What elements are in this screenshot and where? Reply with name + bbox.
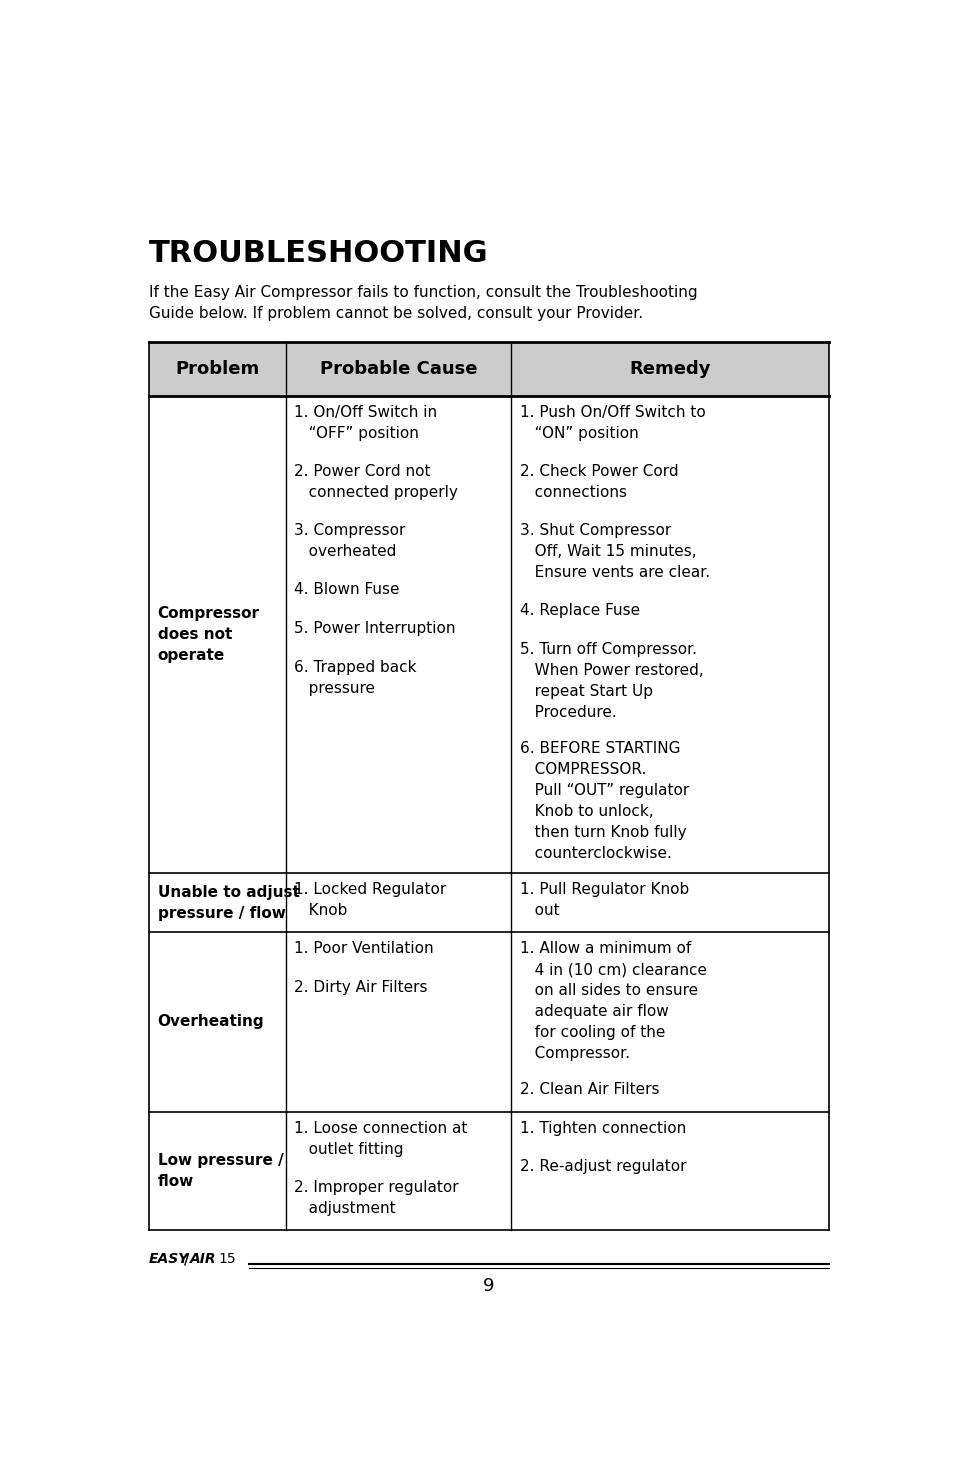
Text: Remedy: Remedy (629, 360, 710, 378)
Text: 4. Replace Fuse: 4. Replace Fuse (519, 603, 639, 618)
Text: Probable Cause: Probable Cause (319, 360, 476, 378)
Text: Low pressure /
flow: Low pressure / flow (157, 1153, 283, 1189)
Text: Compressor
does not
operate: Compressor does not operate (157, 606, 259, 664)
Text: 2. Check Power Cord
   connections: 2. Check Power Cord connections (519, 465, 678, 500)
Text: 1. Poor Ventilation: 1. Poor Ventilation (294, 941, 434, 956)
Text: /: / (184, 1252, 190, 1266)
Text: 1. Tighten connection: 1. Tighten connection (519, 1121, 685, 1136)
Text: 4. Blown Fuse: 4. Blown Fuse (294, 583, 399, 597)
Text: Overheating: Overheating (157, 1015, 264, 1030)
Text: 5. Power Interruption: 5. Power Interruption (294, 621, 456, 636)
Text: 1. On/Off Switch in
   “OFF” position: 1. On/Off Switch in “OFF” position (294, 406, 437, 441)
Text: AIR: AIR (190, 1252, 216, 1266)
Text: 1. Allow a minimum of
   4 in (10 cm) clearance
   on all sides to ensure
   ade: 1. Allow a minimum of 4 in (10 cm) clear… (519, 941, 706, 1062)
Text: 1. Loose connection at
   outlet fitting: 1. Loose connection at outlet fitting (294, 1121, 467, 1156)
Text: 3. Shut Compressor
   Off, Wait 15 minutes,
   Ensure vents are clear.: 3. Shut Compressor Off, Wait 15 minutes,… (519, 524, 709, 580)
Text: TROUBLESHOOTING: TROUBLESHOOTING (149, 239, 488, 268)
Text: 1. Pull Regulator Knob
   out: 1. Pull Regulator Knob out (519, 882, 688, 919)
Text: 2. Re-adjust regulator: 2. Re-adjust regulator (519, 1159, 686, 1174)
Text: 2. Improper regulator
   adjustment: 2. Improper regulator adjustment (294, 1180, 458, 1215)
Text: 2. Power Cord not
   connected properly: 2. Power Cord not connected properly (294, 465, 457, 500)
Text: 2. Clean Air Filters: 2. Clean Air Filters (519, 1083, 659, 1097)
Text: 15: 15 (218, 1252, 235, 1266)
Text: 2. Dirty Air Filters: 2. Dirty Air Filters (294, 979, 428, 996)
Text: 6. BEFORE STARTING
   COMPRESSOR.
   Pull “OUT” regulator
   Knob to unlock,
   : 6. BEFORE STARTING COMPRESSOR. Pull “OUT… (519, 742, 688, 861)
Text: 5. Turn off Compressor.
   When Power restored,
   repeat Start Up
   Procedure.: 5. Turn off Compressor. When Power resto… (519, 642, 703, 720)
Text: 9: 9 (482, 1276, 495, 1295)
Text: Problem: Problem (175, 360, 259, 378)
Text: 1. Push On/Off Switch to
   “ON” position: 1. Push On/Off Switch to “ON” position (519, 406, 705, 441)
Text: EASY: EASY (149, 1252, 189, 1266)
Text: 1. Locked Regulator
   Knob: 1. Locked Regulator Knob (294, 882, 446, 919)
Text: Unable to adjust
pressure / flow: Unable to adjust pressure / flow (157, 885, 299, 920)
Text: If the Easy Air Compressor fails to function, consult the Troubleshooting
Guide : If the Easy Air Compressor fails to func… (149, 285, 697, 322)
Text: 3. Compressor
   overheated: 3. Compressor overheated (294, 524, 405, 559)
Bar (149, 342, 828, 397)
Text: 6. Trapped back
   pressure: 6. Trapped back pressure (294, 659, 416, 696)
